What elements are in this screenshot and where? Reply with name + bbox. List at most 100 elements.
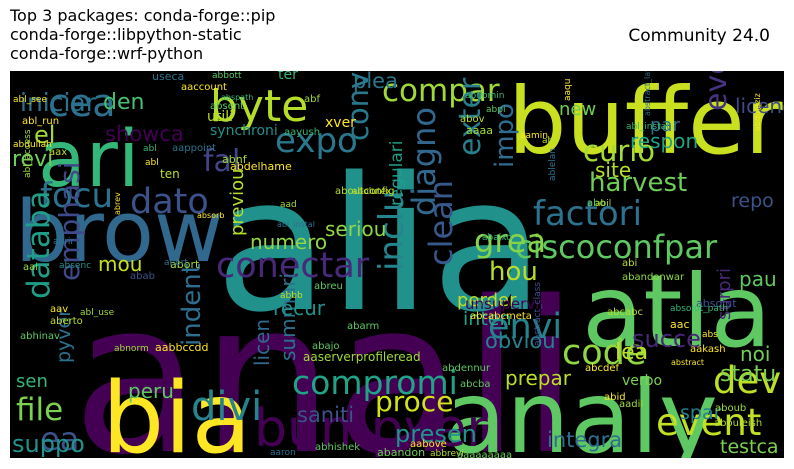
word-aax: aax: [49, 147, 67, 158]
word-abid: abid: [604, 392, 626, 403]
word-abarm: abarm: [347, 321, 379, 332]
word-ea: ea: [40, 420, 79, 458]
word-abdulaziz: abdulaziz: [753, 93, 762, 131]
word-utili: utili: [207, 109, 233, 125]
word-aberto: aberto: [50, 316, 83, 327]
word-synchroni: synchroni: [210, 123, 278, 139]
word-abcba: abcba: [460, 379, 490, 390]
word-clean: clean: [422, 180, 460, 266]
word-abpi: abpi: [486, 105, 505, 115]
word-abspath: abspath: [221, 93, 253, 102]
word-abcdef: abcdef: [585, 363, 619, 374]
word-integra: integra: [547, 428, 622, 452]
word-respon: respon: [630, 129, 698, 153]
word-testca: testca: [720, 436, 779, 458]
word-showca: showca: [105, 122, 184, 146]
word-repo: repo: [731, 190, 774, 212]
word-perder: perder: [457, 290, 517, 311]
word-unsupervi: unsupervi: [465, 295, 539, 313]
word-cloud: anali alia analy buffer atla bia brow ari cea byt…: [10, 71, 784, 458]
word-code: code: [562, 333, 646, 373]
word-absorb: absorb: [197, 211, 224, 220]
word-absolut-path: absolut_path: [670, 304, 728, 314]
word-absolut: absolut: [696, 297, 737, 310]
word-ablelan: ablelan: [548, 148, 558, 181]
word-statu: statu: [720, 362, 776, 387]
word-file: file: [16, 392, 63, 428]
word-analy: analy: [445, 359, 718, 458]
word-xver: xver: [325, 115, 356, 131]
word-abdullah: abdullah: [13, 140, 52, 150]
word-abnorm: abnorm: [114, 344, 149, 354]
word-abajo: abajo: [312, 341, 340, 352]
word-aabove: aabove: [410, 439, 447, 450]
word-peru: peru: [128, 379, 174, 403]
word-useca: useca: [152, 71, 184, 83]
word-el: el: [34, 121, 55, 149]
word-abstract: abstract: [671, 358, 704, 367]
word-aaaa: aaaa: [466, 124, 493, 137]
word-abs: abs: [702, 330, 718, 340]
word-abf: abf: [304, 94, 320, 105]
word-databa: databa: [21, 191, 57, 300]
word-presen: presen: [395, 420, 477, 448]
word-abl-instal: abl_instal: [626, 122, 669, 132]
word-aaserverprofileread: aaserverprofileread: [303, 350, 421, 364]
word-event: event: [656, 401, 761, 444]
word-buffer: buffer: [508, 71, 783, 175]
word-numero: numero: [250, 230, 327, 254]
word-abl-instal: abl_instal: [277, 220, 315, 229]
word-cea: cea: [48, 81, 116, 125]
word-abbott: abbott: [212, 71, 242, 81]
word-summari: summari: [276, 273, 300, 361]
word-aaccount: aaccount: [181, 82, 227, 93]
word-ten: ten: [160, 167, 180, 181]
word-fal: fal: [203, 144, 240, 179]
word-abcabcmeta: abcabcmeta: [470, 311, 532, 322]
word-exter: exter: [453, 77, 488, 156]
word-grea: grea: [474, 222, 546, 260]
word-inclu: inclu: [372, 190, 412, 271]
word-lea: lea: [615, 340, 648, 365]
word-hou: hou: [489, 257, 538, 287]
word-succe: succe: [632, 325, 701, 353]
word-abl: abl: [143, 144, 157, 154]
word-anali: anali: [72, 256, 579, 458]
word-mou: mou: [98, 252, 142, 276]
chart-title: Top 3 packages: conda-forge::pip conda-f…: [10, 6, 276, 63]
word-abc: abc: [542, 136, 558, 146]
word-emphasi: emphasi: [53, 161, 86, 281]
word-aappoint: aappoint: [172, 143, 216, 154]
word-abi: abi: [622, 258, 637, 269]
word-byte: byte: [210, 81, 308, 132]
word-compar: compar: [382, 73, 500, 109]
word-regulari: regulari: [387, 141, 407, 207]
word-pau: pau: [739, 267, 777, 291]
word-devi: devi: [713, 359, 784, 402]
word-aboutconfig: aboutconfig: [335, 186, 394, 197]
word-dato: dato: [130, 182, 209, 222]
word-ter: ter: [278, 71, 298, 83]
word-abcabc: abcabc: [607, 307, 643, 318]
word-abov: abov: [460, 114, 485, 125]
word-aai: aai: [23, 262, 38, 273]
word-abrev: abrev: [113, 192, 122, 215]
word-recur: recur: [273, 296, 326, 320]
word-eventbu: eventbu: [699, 71, 734, 111]
word-site: site: [595, 158, 631, 182]
word-abaixo: abaixo: [482, 233, 512, 243]
word-abdennur: abdennur: [442, 363, 491, 374]
word-abl: abl: [145, 158, 159, 168]
word-abouleish: abouleish: [714, 418, 762, 429]
word-abo: abo: [587, 198, 606, 209]
word-divi: divi: [191, 384, 262, 430]
word-abstract-class: abstract_class: [533, 282, 543, 346]
word-indent: indent: [177, 263, 207, 346]
word-aaaaaaaaa: aaaaaaaaa: [457, 450, 512, 458]
word-ciscoconfpar: ciscoconfpar: [515, 228, 718, 266]
word-abbb: abbb: [280, 291, 303, 301]
chart-subtitle: Community 24.0: [628, 26, 770, 46]
word-previou: previou: [227, 168, 248, 236]
word-noi: noi: [740, 342, 770, 366]
word-expo: expo: [275, 121, 358, 161]
